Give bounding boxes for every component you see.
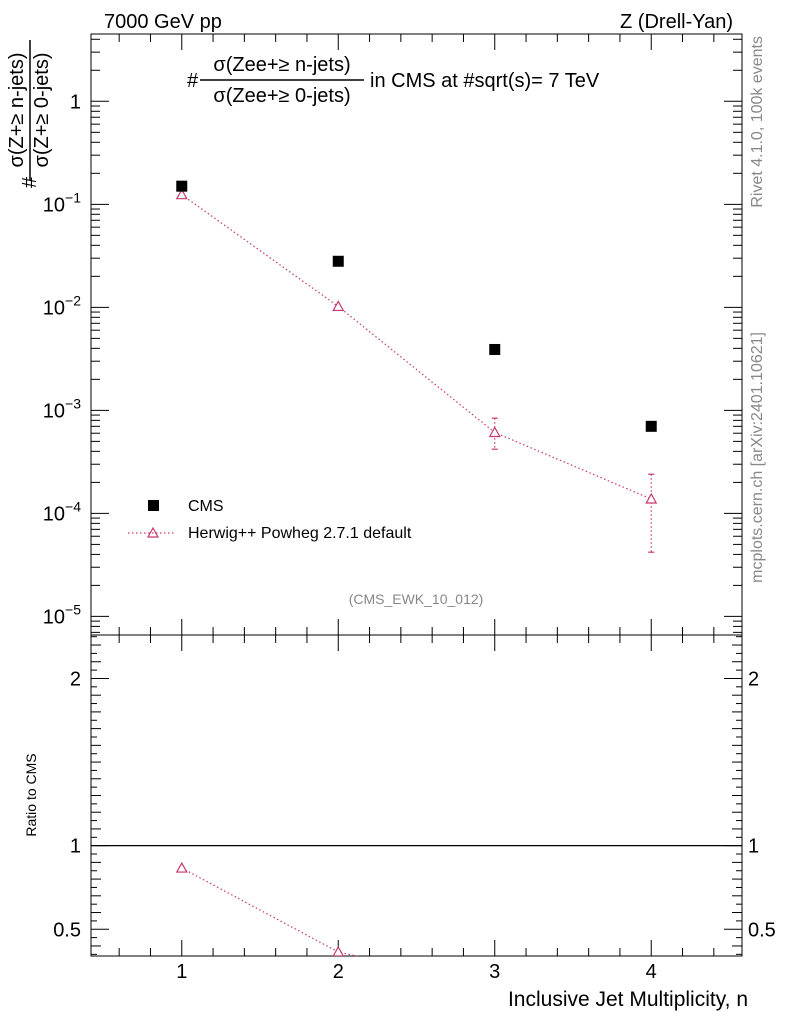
ratio-mc-point (332, 945, 344, 956)
ratio-clipped-group (175, 861, 500, 991)
ratio-y-tick-label-left: 1 (70, 836, 81, 858)
main-ylabel: # σ(Z+≥ n-jets) σ(Z+≥ 0-jets) (6, 40, 53, 188)
ratio-y-tick-label-left: 2 (70, 668, 81, 690)
ratio-axis-ticks: 1 2 3 4 0.5 0.5 1 1 2 2 (53, 635, 776, 983)
ratio-y-tick-label-right: 1 (748, 836, 759, 858)
ratio-ylabel: Ratio to CMS (23, 753, 39, 836)
y-tick-label: 10−2 (43, 292, 81, 319)
ratio-y-tick-label-left: 0.5 (53, 919, 81, 941)
ratio-panel-frame (90, 634, 743, 957)
y-tick-label: 10−1 (43, 189, 81, 216)
main-ylabel-numerator: σ(Z+≥ n-jets) (6, 53, 28, 168)
main-ylabel-prefix: # (19, 176, 41, 188)
ratio-mc-point (175, 861, 188, 873)
ratio-mc-line (181, 867, 360, 956)
rivet-label: Rivet 4.1.0, 100k events (749, 36, 766, 208)
x-tick-label: 2 (333, 961, 344, 983)
mc-point (175, 188, 188, 200)
y-tick-label: 1 (70, 91, 81, 113)
legend: CMS Herwig++ Powheg 2.7.1 default (128, 498, 412, 542)
main-ylabel-denominator: σ(Z+≥ 0-jets) (31, 53, 53, 168)
main-title-prefix: # (187, 70, 199, 92)
main-series-layer (175, 180, 658, 553)
mc-point (332, 300, 345, 312)
ratio-series-layer (175, 861, 500, 991)
ratio-y-tick-label-right: 0.5 (748, 919, 776, 941)
header-left: 7000 GeV pp (104, 11, 222, 33)
x-tick-label: 1 (176, 961, 187, 983)
mc-series-line (181, 194, 652, 500)
legend-cms-marker (148, 500, 159, 511)
ratio-y-tick-label-right: 2 (748, 668, 759, 690)
ratio-mc-point (490, 982, 500, 991)
cms-point (176, 180, 188, 192)
main-panel-frame (90, 33, 743, 636)
cms-point (332, 255, 344, 267)
analysis-id: (CMS_EWK_10_012) (349, 591, 484, 607)
y-tick-label: 10−5 (43, 601, 81, 628)
x-axis-label: Inclusive Jet Multiplicity, n (508, 988, 748, 1011)
main-title: # σ(Zee+≥ n-jets) σ(Zee+≥ 0-jets) in CMS… (187, 54, 600, 107)
header-right: Z (Drell-Yan) (620, 11, 733, 33)
legend-mc-marker (146, 526, 160, 538)
main-axis-ticks: 1 10−1 10−2 10−3 10−4 10−5 (43, 34, 742, 635)
cms-point (489, 343, 501, 355)
main-title-denominator: σ(Zee+≥ 0-jets) (213, 85, 350, 107)
mc-point (645, 492, 658, 504)
x-tick-label: 3 (489, 961, 500, 983)
mc-point (488, 426, 501, 438)
main-title-suffix: in CMS at #sqrt(s)= 7 TeV (370, 70, 600, 92)
legend-mc-label: Herwig++ Powheg 2.7.1 default (188, 525, 412, 542)
x-tick-label: 4 (646, 961, 657, 983)
cms-point (645, 420, 657, 432)
main-title-numerator: σ(Zee+≥ n-jets) (213, 54, 350, 76)
mcplots-label: mcplots.cern.ch [arXiv:2401.10621] (749, 332, 766, 583)
legend-cms-label: CMS (188, 498, 224, 515)
y-tick-label: 10−4 (43, 498, 81, 525)
y-tick-label: 10−3 (43, 395, 81, 422)
